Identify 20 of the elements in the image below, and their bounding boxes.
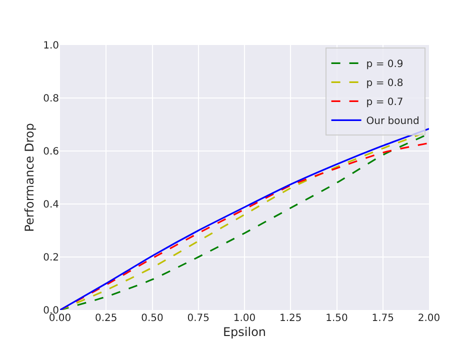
y-tick-label: 0.6 [43, 146, 59, 158]
x-tick-label: 0.25 [94, 313, 118, 324]
y-axis-title: Performance Drop [22, 123, 36, 232]
x-tick-label: 1.50 [326, 313, 348, 324]
y-tick-label: 0.4 [43, 200, 59, 210]
x-tick-label: 1.00 [233, 313, 256, 324]
x-tick-label: 2.00 [418, 313, 440, 324]
legend-label: Our bound [366, 116, 420, 128]
x-tick-label: 0.00 [48, 313, 72, 324]
legend-label: p = 0.8 [366, 78, 404, 90]
x-tick-label: 1.75 [372, 313, 394, 324]
y-tick-label: 0.8 [43, 94, 59, 104]
y-tick-label: 0.2 [43, 252, 59, 264]
x-tick-label: 0.75 [187, 313, 210, 324]
x-tick-label: 1.25 [279, 313, 302, 324]
y-tick-label: 1.0 [43, 40, 59, 52]
legend-label: p = 0.9 [366, 59, 404, 70]
x-axis-title: Epsilon [222, 324, 266, 339]
legend-label: p = 0.7 [366, 97, 404, 108]
x-tick-label: 0.50 [141, 313, 164, 324]
